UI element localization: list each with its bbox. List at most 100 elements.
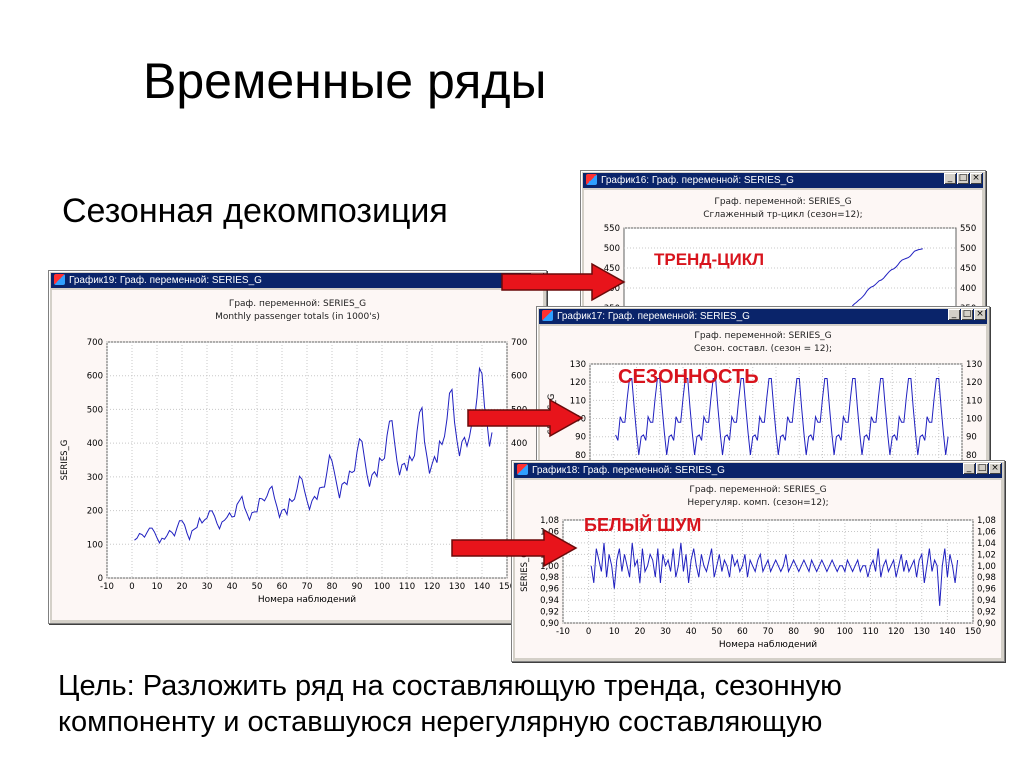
- y-tick-label-right: 1,06: [977, 527, 996, 537]
- window-titlebar[interactable]: График16: Граф. переменной: SERIES_G: [583, 173, 983, 188]
- y-tick-label: 130: [570, 360, 586, 370]
- y-axis-label: SERIES_G: [520, 551, 530, 592]
- goal-line-1: Цель: Разложить ряд на составляющую трен…: [58, 670, 842, 702]
- series-line: [134, 366, 493, 544]
- y-tick-label-right: 110: [966, 396, 982, 406]
- close-button[interactable]: ×: [989, 463, 1001, 474]
- maximize-button[interactable]: □: [976, 463, 988, 474]
- x-tick-label: 80: [327, 582, 338, 592]
- slide-goal: Цель: Разложить ряд на составляющую трен…: [58, 668, 842, 740]
- chart-area: Граф. переменной: SERIES_G Нерегуляр. ком…: [515, 480, 1001, 658]
- maximize-button[interactable]: □: [957, 173, 969, 184]
- y-tick-label: 90: [575, 433, 586, 443]
- chart-subtitle: Сезон. составл. (сезон = 12);: [694, 344, 832, 354]
- y-tick-label: 500: [604, 244, 620, 254]
- y-tick-label-right: 1,02: [977, 550, 996, 560]
- window-title: График19: Граф. переменной: SERIES_G: [69, 275, 262, 286]
- y-tick-label-right: 700: [511, 338, 527, 348]
- chart-subtitle: Monthly passenger totals (in 1000's): [215, 312, 380, 322]
- window-title: График16: Граф. переменной: SERIES_G: [601, 175, 794, 186]
- y-tick-label-right: 400: [511, 439, 527, 449]
- y-tick-label: 1,08: [540, 516, 559, 526]
- chart-subtitle: Сглаженный тр-цикл (сезон=12);: [703, 210, 862, 220]
- x-tick-label: 60: [737, 627, 748, 637]
- x-tick-label: 10: [152, 582, 163, 592]
- x-tick-label: 20: [177, 582, 188, 592]
- window-titlebar[interactable]: График18: Граф. переменной: SERIES_G: [514, 463, 1002, 478]
- label-trend: ТРЕНД-ЦИКЛ: [654, 250, 765, 269]
- x-tick-label: 150: [965, 627, 981, 637]
- window-title: График17: Граф. переменной: SERIES_G: [557, 311, 750, 322]
- y-tick-label: 0,96: [540, 585, 559, 595]
- minimize-button[interactable]: _: [944, 173, 956, 184]
- chart-graph17: Граф. переменной: SERIES_G Сезон. составл…: [547, 331, 982, 464]
- window-graph18[interactable]: График18: Граф. переменной: SERIES_G _ □ ×…: [511, 460, 1005, 662]
- y-tick-label: 450: [604, 264, 620, 274]
- window-titlebar[interactable]: График17: Граф. переменной: SERIES_G: [539, 309, 987, 324]
- x-tick-label: 130: [449, 582, 465, 592]
- plot-area: [589, 363, 963, 464]
- arrow-right-icon: [467, 398, 584, 438]
- x-tick-label: 30: [660, 627, 671, 637]
- y-tick-label-right: 90: [966, 433, 977, 443]
- close-button[interactable]: ×: [974, 309, 986, 320]
- y-tick-label-right: 0,94: [977, 596, 996, 606]
- y-tick-label: 0,98: [540, 573, 559, 583]
- series-line: [590, 542, 959, 606]
- y-tick-label-right: 0,96: [977, 585, 996, 595]
- x-tick-label: 140: [939, 627, 955, 637]
- chart-graph19: Граф. переменной: SERIES_G Monthly passen…: [60, 299, 527, 605]
- y-tick-label-right: 1,00: [977, 562, 996, 572]
- window-graph17[interactable]: График17: Граф. переменной: SERIES_G _ □ ×…: [536, 306, 990, 468]
- window-titlebar[interactable]: График19: Граф. переменной: SERIES_G: [51, 273, 544, 288]
- y-tick-label-right: 1,08: [977, 516, 996, 526]
- app-icon: [586, 174, 597, 185]
- x-tick-label: 60: [277, 582, 288, 592]
- chart-title: Граф. переменной: SERIES_G: [714, 197, 851, 207]
- y-tick-label: 400: [87, 439, 103, 449]
- x-tick-label: 70: [763, 627, 774, 637]
- window-graph16[interactable]: График16: Граф. переменной: SERIES_G _ □ ×…: [580, 170, 986, 332]
- y-tick-label: 100: [87, 540, 103, 550]
- goal-line-2: компоненту и оставшуюся нерегулярную сос…: [58, 706, 823, 738]
- x-tick-label: 50: [711, 627, 722, 637]
- y-tick-label: 110: [570, 396, 586, 406]
- x-tick-label: 120: [888, 627, 904, 637]
- y-tick-label-right: 450: [960, 264, 976, 274]
- slide-title: Временные ряды: [143, 53, 547, 109]
- chart-area: Граф. переменной: SERIES_G Сезон. составл…: [540, 326, 986, 464]
- label-noise: БЕЛЫЙ ШУМ: [584, 515, 702, 535]
- chart-subtitle: Нерегуляр. комп. (сезон=12);: [687, 498, 828, 508]
- app-icon: [54, 274, 65, 285]
- minimize-button[interactable]: _: [963, 463, 975, 474]
- slide-subtitle: Сезонная декомпозиция: [62, 192, 448, 230]
- x-tick-label: 70: [302, 582, 313, 592]
- x-tick-label: 90: [814, 627, 825, 637]
- minimize-button[interactable]: _: [948, 309, 960, 320]
- window-title: График18: Граф. переменной: SERIES_G: [532, 465, 725, 476]
- y-tick-label-right: 550: [960, 224, 976, 234]
- x-tick-label: 100: [374, 582, 390, 592]
- y-tick-label: 0,94: [540, 596, 559, 606]
- x-tick-label: 50: [252, 582, 263, 592]
- close-button[interactable]: ×: [970, 173, 982, 184]
- x-tick-label: 100: [837, 627, 853, 637]
- y-tick-label-right: 600: [511, 372, 527, 382]
- x-tick-label: 40: [686, 627, 697, 637]
- y-tick-label-right: 120: [966, 378, 982, 388]
- y-tick-label: 120: [570, 378, 586, 388]
- window-graph19[interactable]: График19: Граф. переменной: SERIES_G _ Г…: [48, 270, 547, 624]
- x-tick-label: 0: [129, 582, 134, 592]
- x-tick-label: 120: [424, 582, 440, 592]
- y-tick-label: 550: [604, 224, 620, 234]
- arrow-right-icon: [451, 528, 578, 568]
- y-tick-label: 500: [87, 405, 103, 415]
- y-tick-label: 1,00: [540, 562, 559, 572]
- y-tick-label: 0: [98, 574, 103, 584]
- maximize-button[interactable]: □: [961, 309, 973, 320]
- y-tick-label-right: 400: [960, 284, 976, 294]
- y-tick-label-right: 80: [966, 451, 977, 461]
- x-tick-label: 80: [788, 627, 799, 637]
- x-tick-label: 40: [227, 582, 238, 592]
- y-tick-label-right: 500: [960, 244, 976, 254]
